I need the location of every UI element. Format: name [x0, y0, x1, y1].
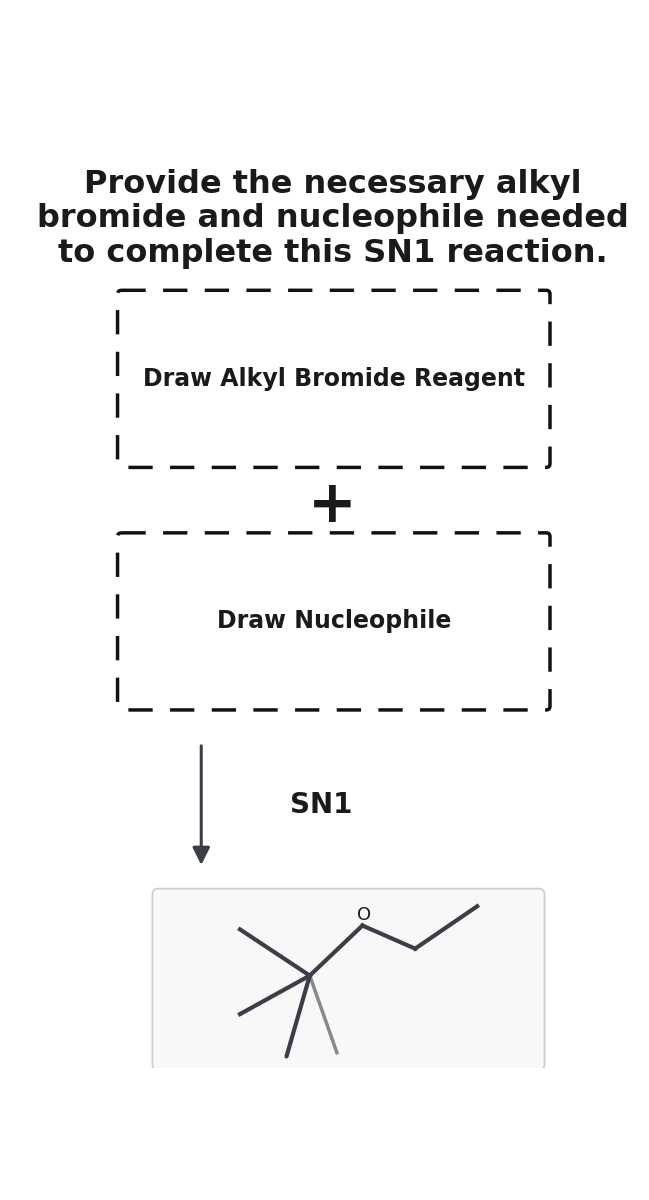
- Text: Provide the necessary alkyl: Provide the necessary alkyl: [84, 168, 582, 199]
- Text: +: +: [308, 478, 357, 534]
- Text: bromide and nucleophile needed: bromide and nucleophile needed: [37, 203, 628, 234]
- Text: Draw Alkyl Bromide Reagent: Draw Alkyl Bromide Reagent: [143, 367, 525, 391]
- Text: Draw Nucleophile: Draw Nucleophile: [217, 610, 451, 634]
- FancyBboxPatch shape: [153, 888, 545, 1070]
- Text: to complete this SN1 reaction.: to complete this SN1 reaction.: [58, 238, 607, 269]
- FancyBboxPatch shape: [117, 290, 550, 468]
- Text: SN1: SN1: [290, 792, 352, 820]
- Text: O: O: [357, 906, 371, 924]
- FancyBboxPatch shape: [117, 533, 550, 710]
